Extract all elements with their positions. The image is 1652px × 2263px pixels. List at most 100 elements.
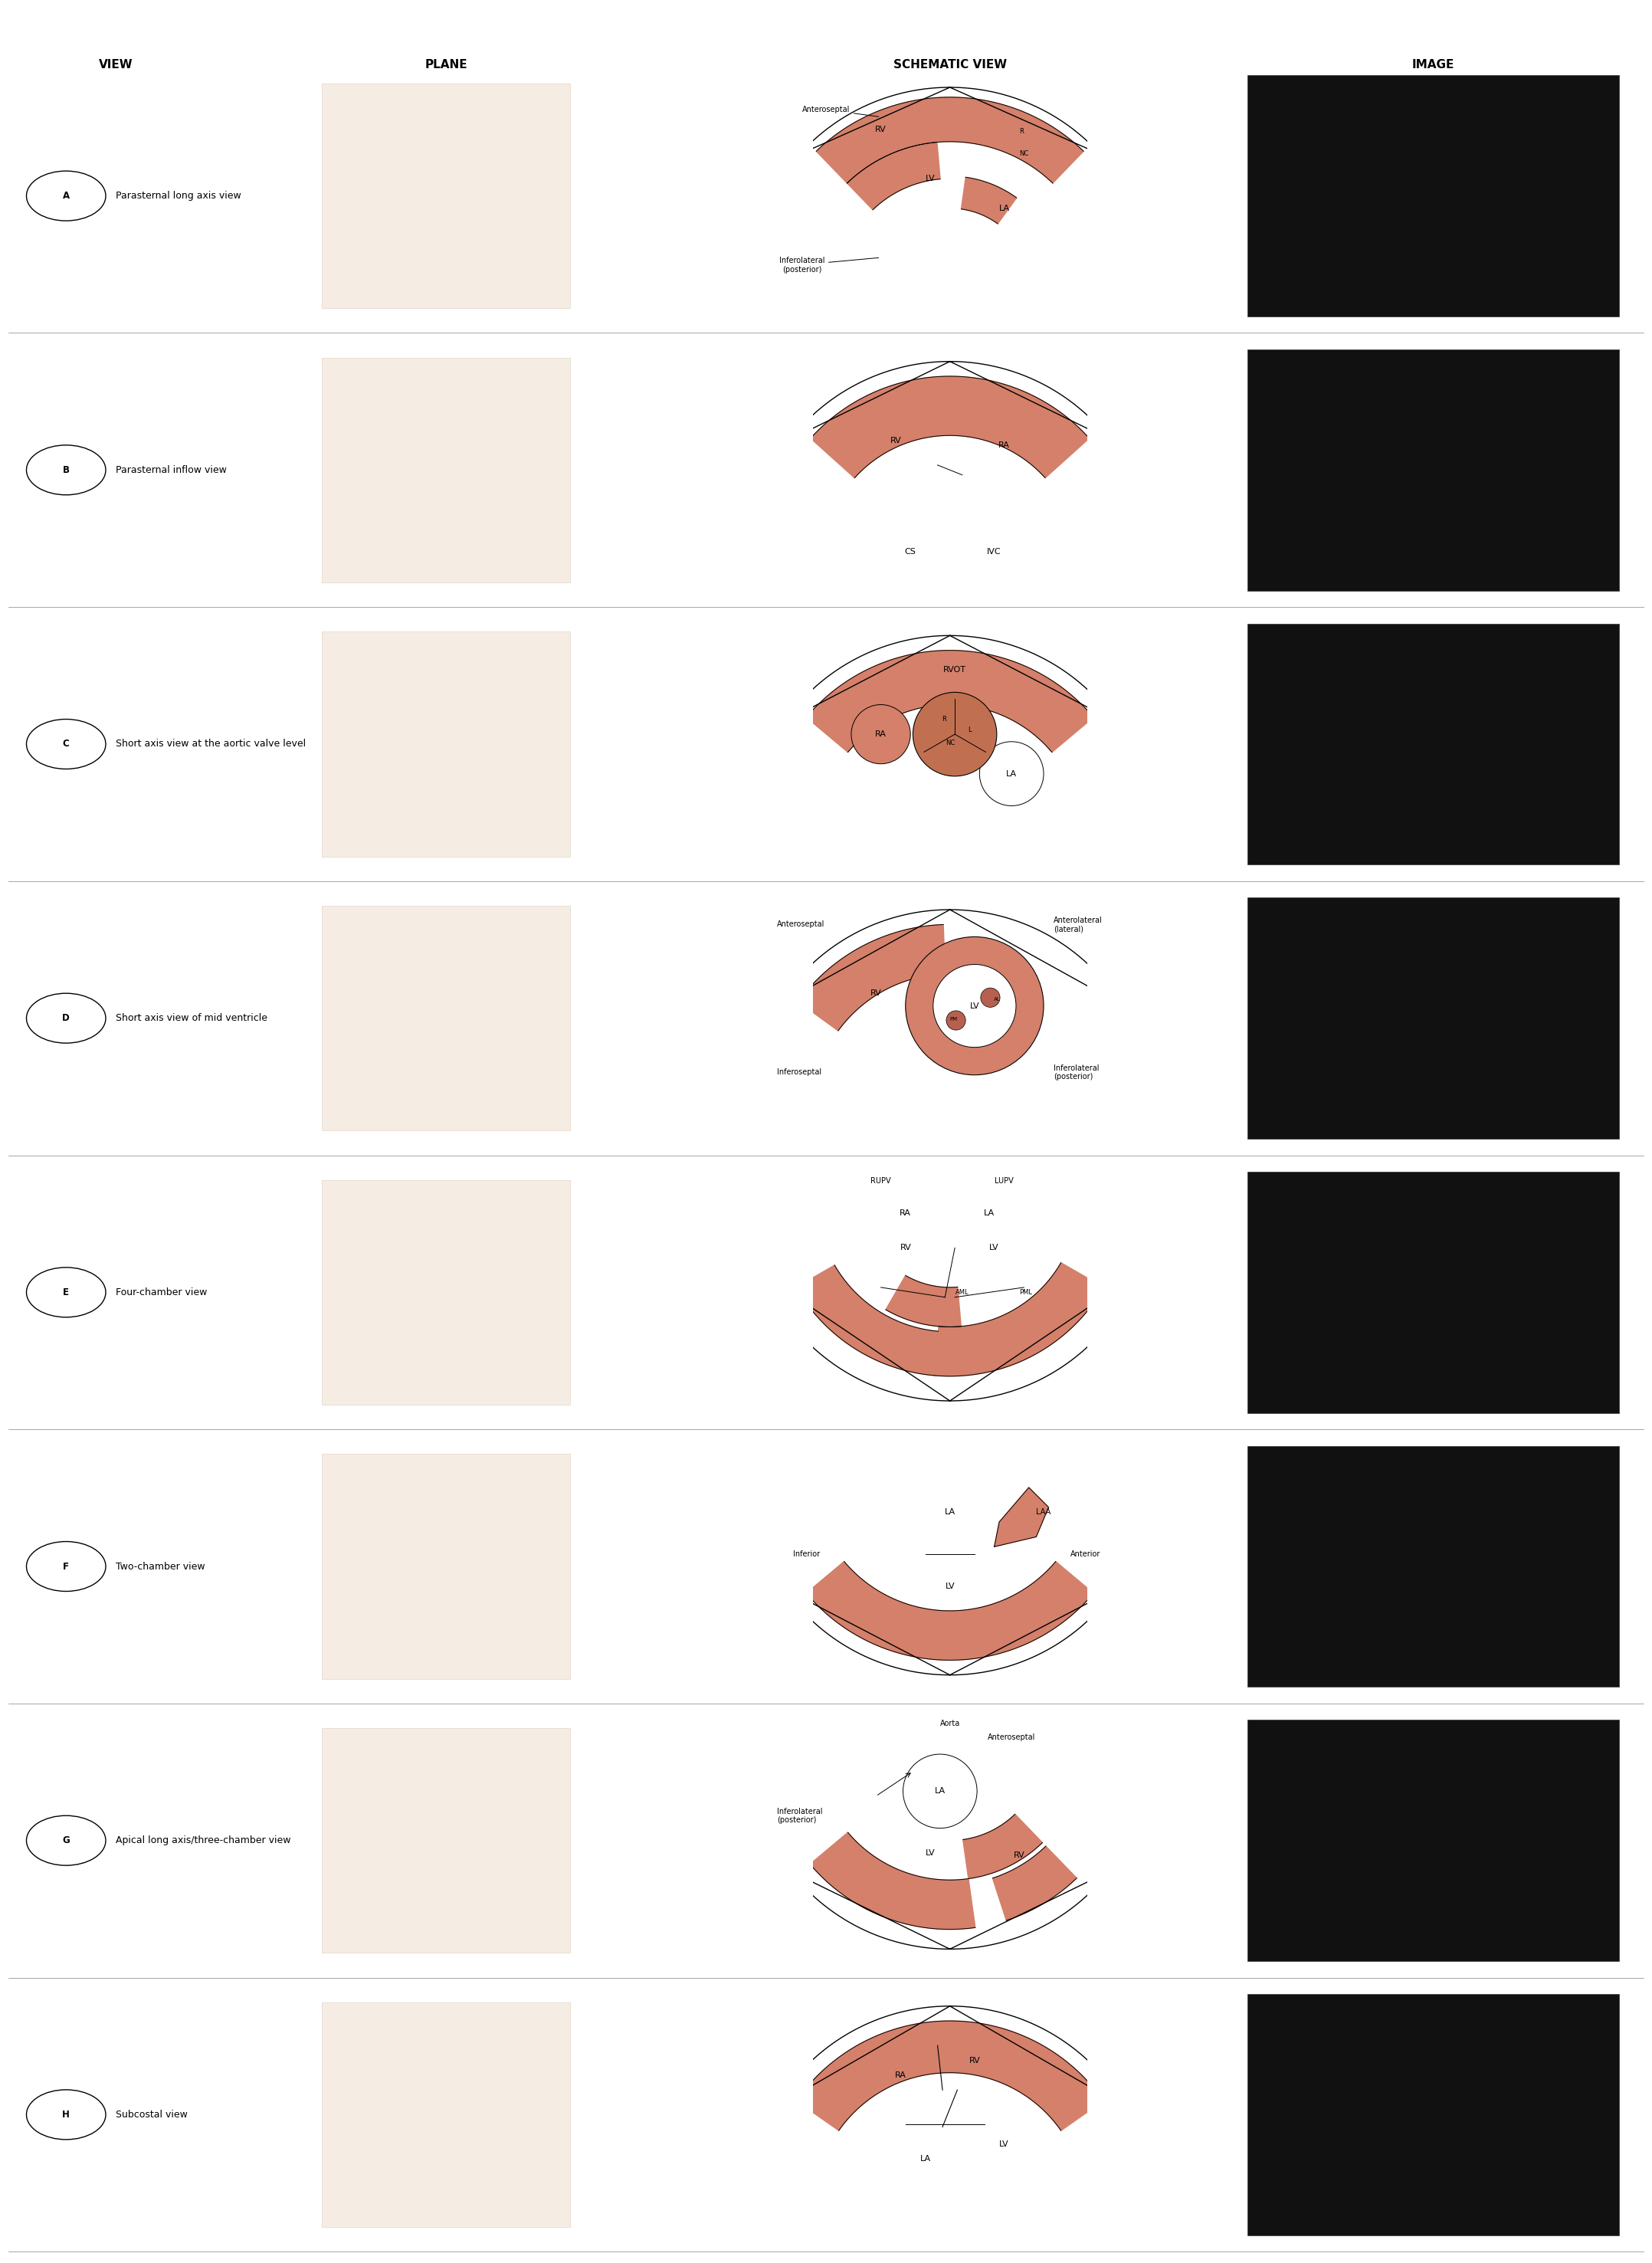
FancyBboxPatch shape xyxy=(322,631,570,855)
Text: Inferior: Inferior xyxy=(793,1550,821,1557)
Text: VIEW: VIEW xyxy=(99,59,132,70)
Text: AL: AL xyxy=(995,998,1001,1003)
Polygon shape xyxy=(816,97,1084,183)
Text: SCHEMATIC VIEW: SCHEMATIC VIEW xyxy=(894,59,1006,70)
Text: L: L xyxy=(968,726,971,733)
Polygon shape xyxy=(775,2005,1125,2107)
Text: A: A xyxy=(63,190,69,201)
Text: RV: RV xyxy=(890,437,902,444)
Text: Four-chamber view: Four-chamber view xyxy=(116,1288,206,1297)
Circle shape xyxy=(905,937,1044,1075)
Polygon shape xyxy=(800,88,1100,154)
Polygon shape xyxy=(963,1815,1042,1878)
Text: IMAGE: IMAGE xyxy=(1412,59,1454,70)
Text: LA: LA xyxy=(945,1509,955,1516)
Circle shape xyxy=(981,989,999,1007)
Text: LA: LA xyxy=(985,1208,995,1217)
FancyBboxPatch shape xyxy=(1247,1994,1619,2236)
Text: C: C xyxy=(63,740,69,749)
FancyBboxPatch shape xyxy=(322,1455,570,1679)
FancyBboxPatch shape xyxy=(1247,625,1619,864)
Polygon shape xyxy=(935,1263,1104,1376)
Text: Anteroseptal: Anteroseptal xyxy=(776,921,824,928)
Text: PM: PM xyxy=(950,1016,958,1021)
FancyBboxPatch shape xyxy=(1247,1720,1619,1962)
FancyBboxPatch shape xyxy=(322,84,570,308)
Text: D: D xyxy=(63,1014,69,1023)
Circle shape xyxy=(914,692,996,776)
Text: Inferolateral
(posterior): Inferolateral (posterior) xyxy=(776,1808,823,1824)
Polygon shape xyxy=(993,1847,1077,1921)
Text: PML: PML xyxy=(1019,1290,1032,1297)
Polygon shape xyxy=(961,177,1016,224)
Polygon shape xyxy=(995,1487,1049,1546)
Text: NC: NC xyxy=(1019,152,1028,158)
Text: RVOT: RVOT xyxy=(943,665,966,674)
Text: Short axis view at the aortic valve level: Short axis view at the aortic valve leve… xyxy=(116,740,306,749)
Text: LAA: LAA xyxy=(1036,1509,1051,1516)
Text: Subcostal view: Subcostal view xyxy=(116,2109,188,2120)
Polygon shape xyxy=(811,376,1089,477)
Text: LUPV: LUPV xyxy=(995,1177,1014,1186)
Polygon shape xyxy=(796,1265,938,1376)
Text: RV: RV xyxy=(970,2057,980,2064)
Polygon shape xyxy=(778,910,1122,1005)
Text: Two-chamber view: Two-chamber view xyxy=(116,1561,205,1571)
Text: E: E xyxy=(63,1288,69,1297)
Text: LA: LA xyxy=(920,2154,930,2163)
Text: RV: RV xyxy=(871,989,882,998)
Text: PLANE: PLANE xyxy=(425,59,468,70)
Polygon shape xyxy=(809,1833,975,1930)
Polygon shape xyxy=(885,1276,961,1326)
Text: Inferolateral
(posterior): Inferolateral (posterior) xyxy=(1054,1064,1099,1082)
Text: Anterior: Anterior xyxy=(1070,1550,1100,1557)
Circle shape xyxy=(904,1754,976,1829)
Circle shape xyxy=(947,1012,965,1030)
Text: AML: AML xyxy=(955,1290,970,1297)
Text: RV: RV xyxy=(1013,1851,1024,1860)
Text: LA: LA xyxy=(999,204,1009,213)
FancyBboxPatch shape xyxy=(322,905,570,1132)
Text: Anterior: Anterior xyxy=(961,969,988,975)
FancyBboxPatch shape xyxy=(322,358,570,582)
Polygon shape xyxy=(847,143,940,210)
Polygon shape xyxy=(796,2021,1104,2129)
Text: RV: RV xyxy=(900,1245,912,1251)
Text: R: R xyxy=(942,715,947,722)
FancyBboxPatch shape xyxy=(1247,1172,1619,1412)
Polygon shape xyxy=(791,1872,1108,1948)
Text: LV: LV xyxy=(990,1245,999,1251)
Text: Aorta: Aorta xyxy=(940,1720,960,1727)
Text: Parasternal inflow view: Parasternal inflow view xyxy=(116,464,226,475)
Text: LV: LV xyxy=(945,1582,955,1591)
FancyBboxPatch shape xyxy=(1247,898,1619,1138)
Text: NC: NC xyxy=(947,740,955,747)
Polygon shape xyxy=(762,1274,1138,1401)
Text: LV: LV xyxy=(999,2141,1009,2148)
Text: Anterolateral
(lateral): Anterolateral (lateral) xyxy=(1054,917,1102,932)
Circle shape xyxy=(980,742,1044,806)
Text: B: B xyxy=(63,464,69,475)
Text: LA: LA xyxy=(1006,769,1018,778)
Polygon shape xyxy=(806,1561,1094,1661)
Circle shape xyxy=(851,704,910,765)
Circle shape xyxy=(933,964,1016,1048)
Polygon shape xyxy=(798,926,945,1030)
Text: RA: RA xyxy=(876,731,887,738)
FancyBboxPatch shape xyxy=(322,1729,570,1953)
Text: LV: LV xyxy=(925,174,935,183)
Polygon shape xyxy=(806,649,1094,751)
Text: Short axis view of mid ventricle: Short axis view of mid ventricle xyxy=(116,1014,268,1023)
FancyBboxPatch shape xyxy=(1247,349,1619,591)
Text: F: F xyxy=(63,1561,69,1571)
Text: LV: LV xyxy=(970,1003,980,1009)
Polygon shape xyxy=(785,1589,1115,1675)
Text: G: G xyxy=(63,1835,69,1847)
FancyBboxPatch shape xyxy=(1247,75,1619,317)
Text: RA: RA xyxy=(998,441,1009,448)
Text: Apical long axis/three-chamber view: Apical long axis/three-chamber view xyxy=(116,1835,291,1847)
Polygon shape xyxy=(791,362,1108,439)
Text: Parasternal long axis view: Parasternal long axis view xyxy=(116,190,241,201)
Text: LV: LV xyxy=(925,1849,935,1856)
Text: RV: RV xyxy=(876,124,887,134)
